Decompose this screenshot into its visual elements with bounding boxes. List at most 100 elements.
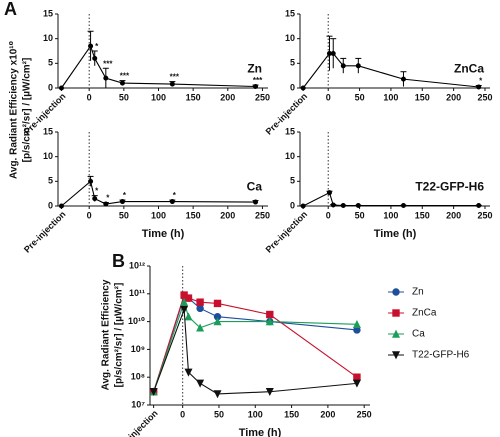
marker (352, 319, 361, 328)
y-tick-label: 15 (43, 126, 53, 136)
marker (149, 388, 158, 397)
significance: *** (170, 73, 180, 82)
significance: *** (103, 59, 113, 68)
x-tick-label: 50 (119, 92, 129, 102)
marker (119, 199, 125, 205)
significance: * (95, 42, 99, 51)
x-tick-label: 250 (357, 409, 372, 419)
x-tick-label: 100 (151, 210, 166, 220)
marker (400, 203, 406, 209)
marker (180, 297, 189, 306)
x-tick-label: 150 (186, 92, 201, 102)
marker (253, 199, 259, 205)
y-tick-label: 10¹² (129, 260, 145, 270)
marker (184, 294, 193, 302)
significance: * (479, 77, 483, 86)
marker (92, 55, 98, 61)
marker (300, 85, 306, 91)
y-tick-label: 0 (48, 82, 53, 92)
x-tick-label: 0 (326, 92, 331, 102)
x-tick-label: 250 (255, 210, 270, 220)
y-tick-label: 10 (43, 151, 53, 161)
marker (391, 329, 401, 338)
x-tick-label: 200 (320, 409, 335, 419)
y-tick-label: 5 (290, 176, 295, 186)
x-tick-label: 200 (446, 92, 461, 102)
marker (265, 388, 274, 397)
marker (352, 379, 361, 388)
chart-label: T22-GFP-H6 (415, 180, 484, 194)
y-tick-label: 0 (290, 82, 295, 92)
legend-label: Ca (412, 329, 425, 340)
panel-label: B (112, 251, 125, 271)
y-tick-label: 10¹⁰ (128, 316, 145, 326)
marker (88, 178, 94, 184)
marker (213, 317, 222, 326)
significance: * (123, 191, 127, 200)
x-tick-label: 250 (477, 210, 492, 220)
x-axis-label: Time (h) (239, 427, 282, 437)
x-tick-label: 150 (415, 92, 430, 102)
marker (213, 299, 222, 308)
marker (58, 85, 64, 91)
y-axis-label: Avg. Radiant Efficiency x10¹⁰ (9, 41, 20, 179)
marker (391, 351, 401, 360)
y-tick-label: 10 (285, 33, 295, 43)
x-tick-label: 250 (255, 92, 270, 102)
y-tick-label: 10 (285, 151, 295, 161)
chart-label: Zn (247, 62, 262, 76)
marker (169, 199, 175, 205)
marker (103, 201, 109, 207)
significance: *** (120, 72, 130, 81)
marker (392, 309, 400, 317)
marker (196, 323, 205, 332)
marker (103, 75, 109, 81)
x-tick-label: 0 (87, 92, 92, 102)
marker (340, 63, 346, 69)
y-tick-label: 10⁸ (131, 372, 145, 382)
marker (169, 81, 175, 87)
x-tick-label: 100 (383, 210, 398, 220)
y-tick-label: 15 (285, 126, 295, 136)
marker (184, 368, 193, 377)
marker (355, 203, 361, 209)
marker (476, 203, 482, 209)
marker (330, 50, 336, 56)
significance: * (106, 194, 110, 203)
x-tick-label: Pre-injection (114, 408, 160, 437)
y-tick-label: 5 (290, 58, 295, 68)
x-tick-label: 100 (383, 92, 398, 102)
x-tick-label: 0 (326, 210, 331, 220)
y-tick-label: 0 (48, 200, 53, 210)
marker (265, 317, 274, 326)
marker (180, 305, 189, 314)
marker (392, 288, 400, 296)
marker (92, 196, 98, 202)
marker (476, 84, 482, 90)
y-tick-label: 15 (43, 8, 53, 18)
marker (184, 312, 193, 321)
y-tick-label: 5 (48, 176, 53, 186)
marker (196, 304, 204, 313)
marker (196, 298, 204, 306)
marker (353, 373, 361, 381)
x-tick-label: 50 (355, 92, 365, 102)
marker (253, 84, 259, 90)
marker (340, 203, 346, 209)
marker (196, 379, 205, 388)
x-tick-label: Pre-injection (22, 209, 68, 255)
x-tick-label: Pre-injection (264, 209, 310, 255)
legend-label: Zn (412, 287, 424, 298)
x-axis-label: Time (h) (374, 228, 417, 240)
marker (88, 43, 94, 49)
x-tick-label: 200 (220, 210, 235, 220)
significance: *** (253, 76, 263, 85)
marker (58, 203, 64, 209)
x-tick-label: 250 (477, 92, 492, 102)
chart-label: Ca (247, 180, 263, 194)
x-tick-label: 150 (186, 210, 201, 220)
significance: * (95, 187, 99, 196)
legend-label: ZnCa (412, 308, 437, 319)
y-tick-label: 10 (43, 33, 53, 43)
